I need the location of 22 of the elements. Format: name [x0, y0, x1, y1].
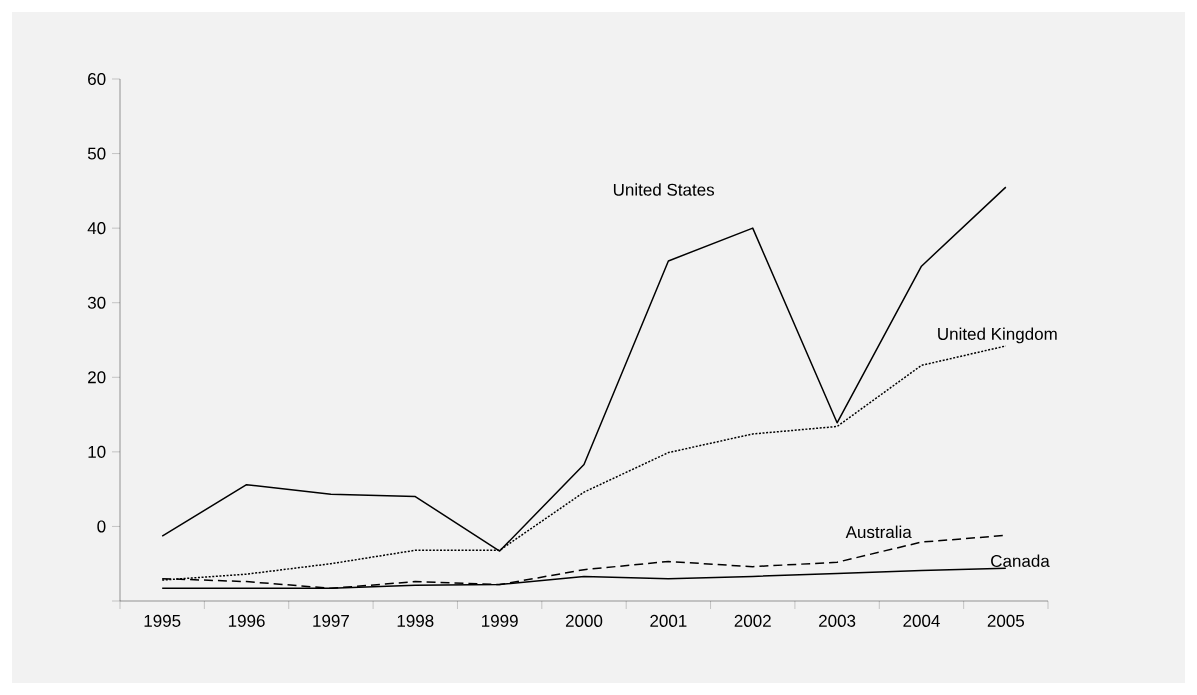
x-tick-label: 1997: [313, 614, 349, 627]
x-tick-label: 2000: [565, 614, 603, 627]
y-tick-label: 40: [87, 222, 106, 235]
text: United States: [613, 183, 715, 196]
x-tick-label: 1996: [228, 614, 265, 627]
x-tick-label: 2003: [819, 614, 856, 627]
x-tick-label: 2004: [903, 614, 940, 627]
y-tick-label: 60: [88, 72, 106, 86]
series-label: Canada: [991, 554, 1050, 567]
y-tick-label: 10: [88, 445, 106, 458]
series-label: Australia: [845, 525, 912, 539]
x-tick-label: 1995: [144, 614, 181, 627]
x-tick-label: 1999: [482, 614, 518, 627]
series-label: United Kingdom: [938, 327, 1057, 344]
y-tick-label: 30: [87, 296, 106, 309]
y-tick-label: 20: [88, 371, 106, 384]
y-tick-label: 0: [97, 520, 106, 533]
y-tick-label: 50: [87, 147, 106, 160]
x-tick-label: 2002: [734, 614, 771, 627]
x-tick-label: 1998: [397, 614, 434, 627]
x-tick-label: 2005: [987, 614, 1025, 627]
x-tick-label: 2001: [650, 614, 687, 627]
